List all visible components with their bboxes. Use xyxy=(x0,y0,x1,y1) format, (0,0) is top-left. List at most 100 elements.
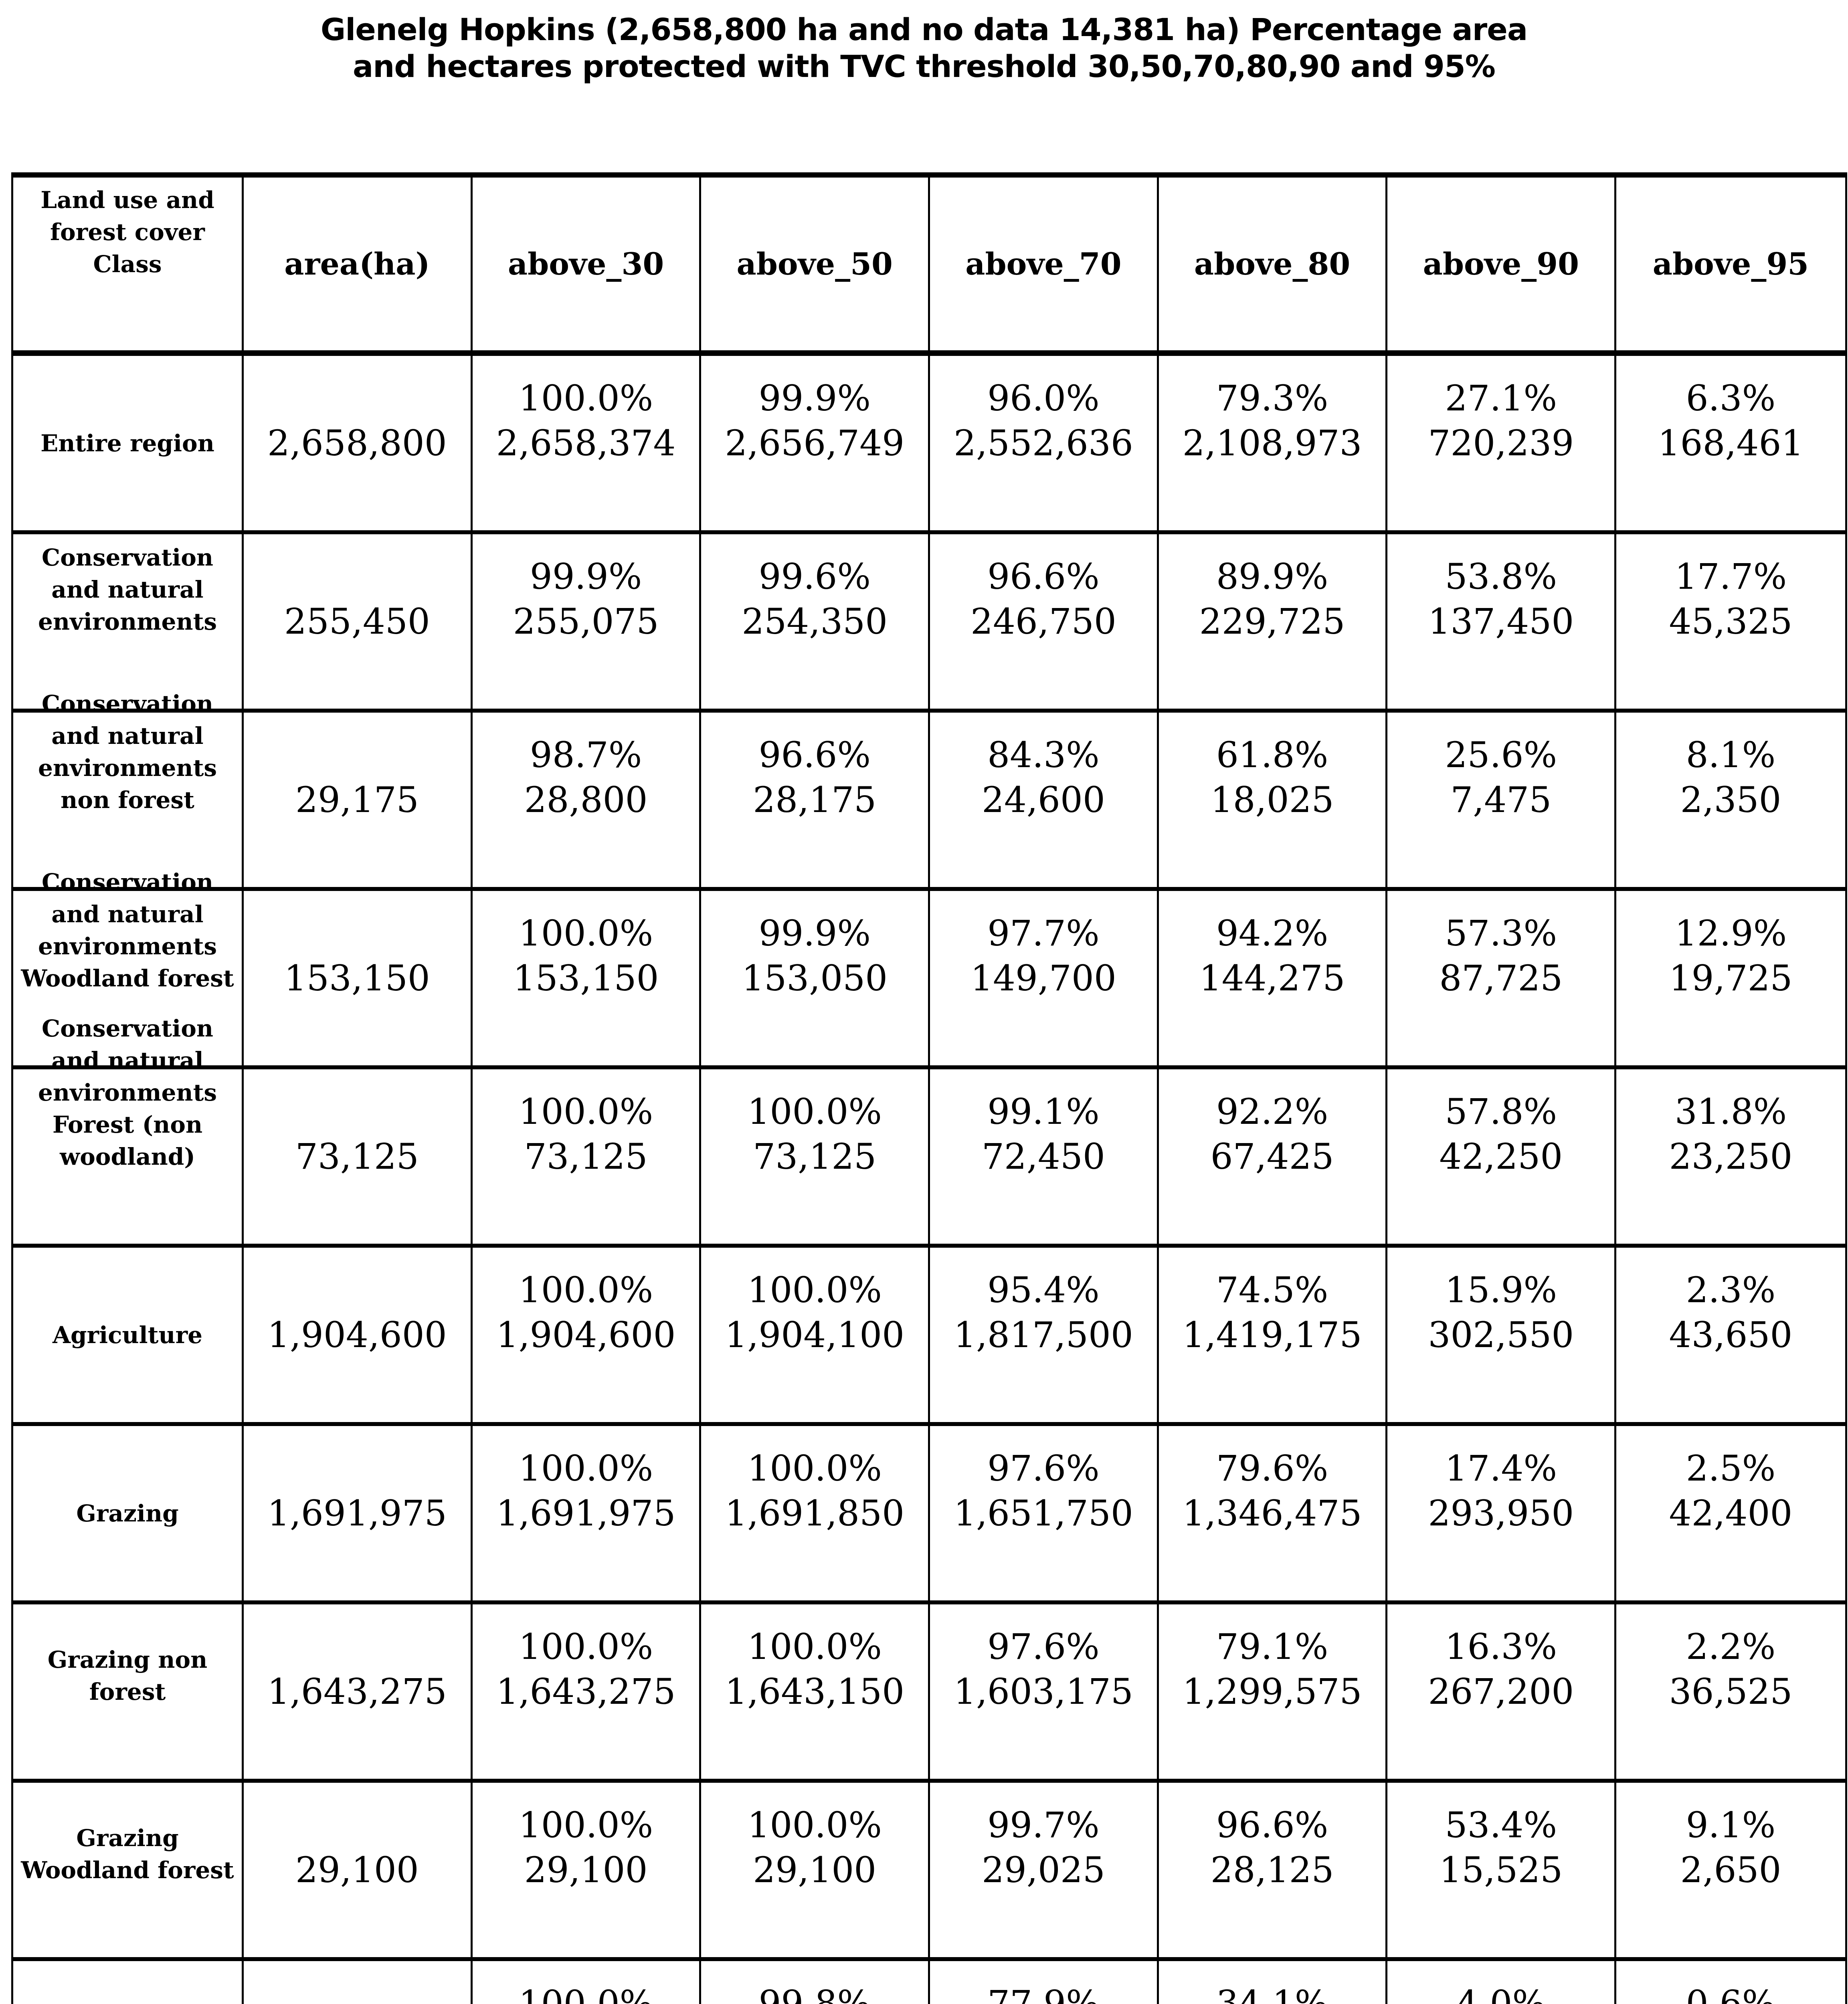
area-value: 1,643,275 xyxy=(267,1671,447,1712)
area-cell: 1,643,275 xyxy=(244,1604,473,1783)
threshold-cell: 100.0% 29,100 xyxy=(472,1783,702,1961)
threshold-cell: 17.7% 45,325 xyxy=(1616,534,1845,713)
percent-value: 53.4% xyxy=(1445,1804,1557,1846)
percent-value: 92.2% xyxy=(1216,1091,1328,1132)
area-cell: 210,975 xyxy=(244,1961,473,2004)
threshold-cell: 25.6% 7,475 xyxy=(1387,713,1617,891)
percent-value: 57.3% xyxy=(1445,912,1557,954)
threshold-cell: 96.6% 28,125 xyxy=(1159,1783,1388,1961)
percent-value: 100.0% xyxy=(518,377,653,419)
percent-value: 15.9% xyxy=(1445,1269,1557,1311)
percent-value: 100.0% xyxy=(747,1269,882,1311)
threshold-cell: 31.8% 23,250 xyxy=(1616,1069,1845,1248)
area-cell: 73,125 xyxy=(244,1069,473,1248)
threshold-cell: 100.0% 2,658,374 xyxy=(472,356,702,534)
hectares-value: 254,350 xyxy=(742,600,888,642)
threshold-cell: 94.2% 144,275 xyxy=(1159,891,1388,1069)
column-header-area: area(ha) xyxy=(244,178,473,356)
row-label: Conservation and natural environments no… xyxy=(38,690,217,814)
threshold-cell: 57.3% 87,725 xyxy=(1387,891,1617,1069)
threshold-cell: 100.0% 153,150 xyxy=(472,891,702,1069)
threshold-cell: 84.3% 24,600 xyxy=(930,713,1159,891)
hectares-value: 137,450 xyxy=(1428,600,1574,642)
percent-value: 96.6% xyxy=(758,734,871,776)
threshold-cell: 2.5% 42,400 xyxy=(1616,1426,1845,1604)
threshold-cell: 89.9% 229,725 xyxy=(1159,534,1388,713)
row-label-cell: Conservation and natural environments no… xyxy=(13,690,244,891)
threshold-cell: 79.6% 1,346,475 xyxy=(1159,1426,1388,1604)
percent-value: 100.0% xyxy=(518,912,653,954)
hectares-value: 36,525 xyxy=(1669,1671,1793,1712)
percent-value: 100.0% xyxy=(747,1804,882,1846)
threshold-cell: 74.5% 1,419,175 xyxy=(1159,1248,1388,1426)
hectares-value: 302,550 xyxy=(1428,1314,1574,1356)
column-header-above-70: above_70 xyxy=(930,178,1159,356)
hectares-value: 2,350 xyxy=(1680,779,1781,820)
row-label-cell: Conservation and natural environments xyxy=(13,534,244,713)
threshold-cell: 96.6% 246,750 xyxy=(930,534,1159,713)
hectares-value: 7,475 xyxy=(1450,779,1552,820)
hectares-value: 2,108,973 xyxy=(1182,422,1362,464)
hectares-value: 1,346,475 xyxy=(1182,1492,1362,1534)
percent-value: 2.2% xyxy=(1686,1626,1776,1667)
hectares-value: 720,239 xyxy=(1428,422,1574,464)
column-header-above-80: above_80 xyxy=(1159,178,1388,356)
hectares-value: 24,600 xyxy=(981,779,1105,820)
row-label-cell: Grazing non forest xyxy=(13,1604,244,1783)
threshold-cell: 100.0% 73,125 xyxy=(701,1069,930,1248)
hectares-value: 28,175 xyxy=(753,779,877,820)
hectares-value: 168,461 xyxy=(1658,422,1804,464)
hectares-value: 45,325 xyxy=(1669,600,1793,642)
percent-value: 25.6% xyxy=(1445,734,1557,776)
row-label: Conservation and natural environments Wo… xyxy=(21,868,234,992)
hectares-value: 15,525 xyxy=(1439,1849,1563,1891)
percent-value: 99.9% xyxy=(530,556,642,597)
area-value: 255,450 xyxy=(284,600,430,642)
percent-value: 99.9% xyxy=(758,377,871,419)
threshold-cell: 100.0% 29,100 xyxy=(701,1783,930,1961)
hectares-value: 1,817,500 xyxy=(953,1314,1133,1356)
threshold-cell: 99.6% 254,350 xyxy=(701,534,930,713)
row-label-cell: Agriculture xyxy=(13,1248,244,1426)
hectares-value: 1,299,575 xyxy=(1182,1671,1362,1712)
percent-value: 17.4% xyxy=(1445,1447,1557,1489)
percent-value: 61.8% xyxy=(1216,734,1328,776)
hectares-value: 28,800 xyxy=(524,779,648,820)
data-table: Land use and forest cover Class area(ha)… xyxy=(11,172,1847,2004)
percent-value: 77.9% xyxy=(987,1982,1100,2004)
hectares-value: 1,643,275 xyxy=(496,1671,676,1712)
percent-value: 97.7% xyxy=(987,912,1100,954)
hectares-value: 246,750 xyxy=(970,600,1116,642)
hectares-value: 2,656,749 xyxy=(725,422,905,464)
threshold-cell: 9.1% 2,650 xyxy=(1616,1783,1845,1961)
percent-value: 98.7% xyxy=(530,734,642,776)
hectares-value: 1,691,850 xyxy=(725,1492,905,1534)
threshold-cell: 100.0% 1,904,600 xyxy=(472,1248,702,1426)
percent-value: 6.3% xyxy=(1686,377,1776,419)
percent-value: 57.8% xyxy=(1445,1091,1557,1132)
row-label: Agriculture xyxy=(52,1321,203,1349)
threshold-cell: 100.0% 1,643,275 xyxy=(472,1604,702,1783)
threshold-cell: 57.8% 42,250 xyxy=(1387,1069,1617,1248)
hectares-value: 153,150 xyxy=(513,957,659,999)
threshold-cell: 92.2% 67,425 xyxy=(1159,1069,1388,1248)
hectares-value: 43,650 xyxy=(1669,1314,1793,1356)
row-label: Conservation and natural environments Fo… xyxy=(38,1014,217,1170)
threshold-cell: 99.1% 72,450 xyxy=(930,1069,1159,1248)
column-header-above-95: above_95 xyxy=(1616,178,1845,356)
threshold-cell: 96.0% 2,552,636 xyxy=(930,356,1159,534)
percent-value: 9.1% xyxy=(1686,1804,1776,1846)
row-label-cell: Grazing xyxy=(13,1426,244,1604)
percent-value: 99.6% xyxy=(758,556,871,597)
area-cell: 153,150 xyxy=(244,891,473,1069)
threshold-cell: 2.2% 36,525 xyxy=(1616,1604,1845,1783)
percent-value: 100.0% xyxy=(518,1447,653,1489)
hectares-value: 72,450 xyxy=(981,1135,1105,1177)
percent-value: 99.1% xyxy=(987,1091,1100,1132)
area-cell: 29,175 xyxy=(244,713,473,891)
column-header-above-50: above_50 xyxy=(701,178,930,356)
percent-value: 4.0% xyxy=(1456,1982,1546,2004)
percent-value: 12.9% xyxy=(1674,912,1787,954)
threshold-cell: 6.3% 168,461 xyxy=(1616,356,1845,534)
threshold-cell: 53.8% 137,450 xyxy=(1387,534,1617,713)
